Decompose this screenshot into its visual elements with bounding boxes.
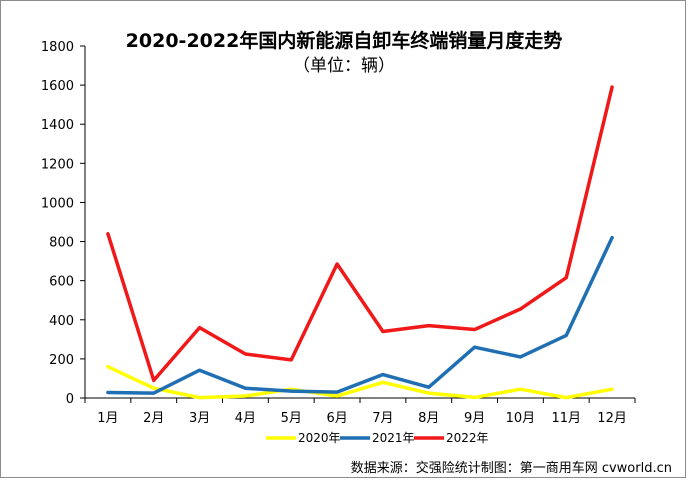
series-line (106, 235, 614, 395)
x-tick-label: 6月 (326, 411, 347, 426)
series-line (106, 364, 614, 400)
x-tick-label: 5月 (281, 411, 302, 426)
axes (84, 46, 635, 399)
legend-label: 2020年 (298, 431, 341, 445)
x-tick-label: 10月 (506, 411, 536, 426)
data-source-note: 数据来源：交强险统计制图：第一商用车网 cvworld.cn (350, 461, 672, 476)
y-tick-label: 1200 (41, 157, 74, 172)
legend: 2020年 2021年 2022年 (266, 431, 489, 445)
x-tick-label: 7月 (372, 411, 393, 426)
x-tick-label: 2月 (143, 411, 164, 426)
x-tick-label: 1月 (97, 411, 118, 426)
y-tick-label: 400 (49, 314, 74, 329)
x-tick-label: 8月 (418, 411, 439, 426)
x-tick-label: 12月 (597, 411, 627, 426)
y-tick-label: 800 (49, 236, 74, 251)
y-axis-ticks: 0 200 400 600 800 1000 1200 1400 1600 1800 (41, 40, 85, 407)
x-tick-label: 4月 (235, 411, 256, 426)
legend-label: 2021年 (372, 431, 415, 445)
y-tick-label: 1800 (41, 40, 74, 55)
y-tick-label: 1000 (41, 196, 74, 211)
x-tick-label: 11月 (551, 411, 581, 426)
chart-subtitle: （单位：辆） (293, 56, 395, 76)
legend-label: 2022年 (446, 431, 489, 445)
x-tick-label: 9月 (464, 411, 485, 426)
x-tick-label: 3月 (189, 411, 210, 426)
y-tick-label: 1400 (41, 118, 74, 133)
series-line (106, 85, 614, 383)
y-tick-label: 600 (49, 275, 74, 290)
y-tick-label: 0 (66, 392, 74, 407)
y-tick-label: 200 (49, 353, 74, 368)
series-lines (106, 85, 614, 400)
y-tick-label: 1600 (41, 79, 74, 94)
x-axis-ticks: 1月 2月 3月 4月 5月 6月 7月 8月 9月 10月 11月 12月 (84, 398, 636, 426)
chart-title: 2020-2022年国内新能源自卸车终端销量月度走势 (125, 30, 563, 52)
